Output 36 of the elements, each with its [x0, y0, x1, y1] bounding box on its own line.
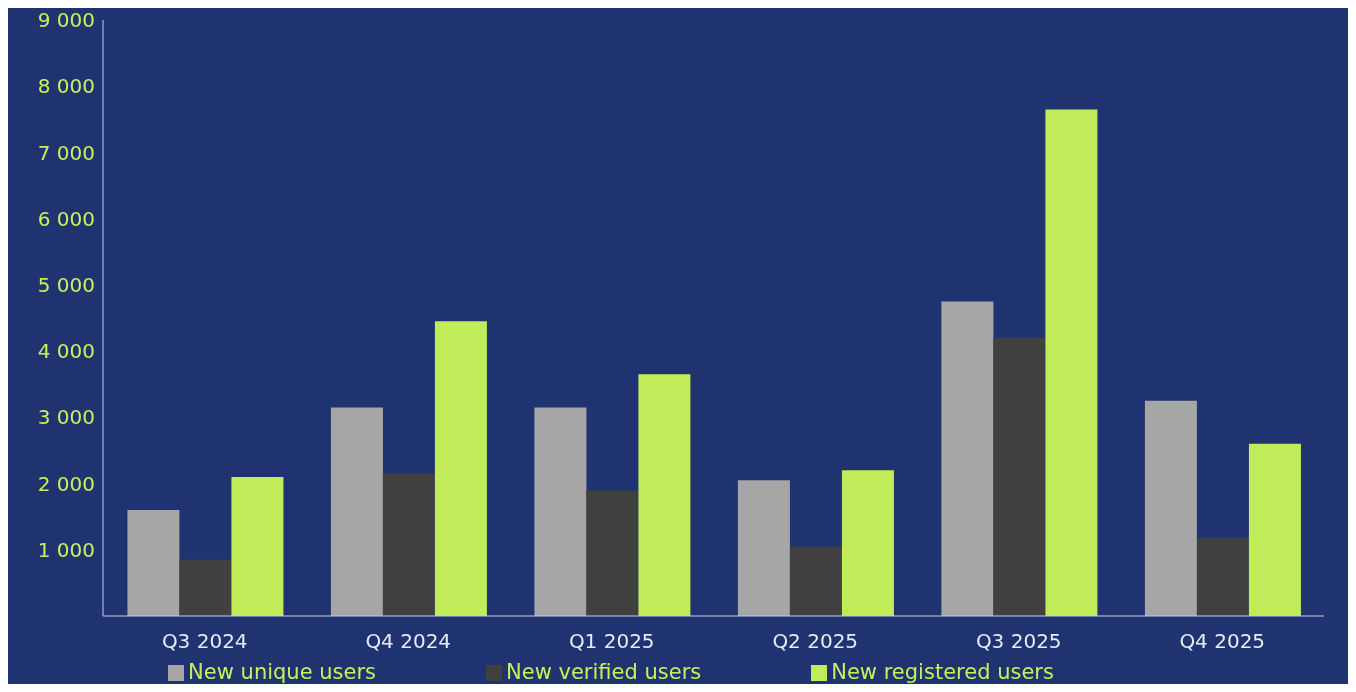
x-tick-label: Q3 2025 — [975, 629, 1062, 654]
y-tick-label: 4 000 — [37, 339, 95, 364]
bar — [1045, 109, 1098, 616]
y-tick-label: 9 000 — [37, 8, 95, 33]
y-tick-label: 2 000 — [37, 471, 95, 496]
bar — [382, 473, 435, 616]
x-tick-label: Q4 2025 — [1179, 629, 1266, 654]
bar — [737, 480, 790, 616]
bar — [1144, 400, 1197, 616]
y-tick-label: 3 000 — [37, 405, 95, 430]
bar — [993, 337, 1046, 616]
x-tick-label: Q1 2025 — [568, 629, 655, 654]
bar — [1196, 537, 1249, 616]
legend-label: New unique users — [188, 660, 377, 684]
y-tick-label: 6 000 — [37, 206, 95, 231]
x-tick-label: Q4 2024 — [365, 629, 452, 654]
bar — [231, 476, 284, 616]
legend-label: New registered users — [831, 660, 1054, 684]
y-tick-label: 7 000 — [37, 140, 95, 165]
bar — [434, 321, 487, 616]
bar — [789, 546, 842, 616]
bar — [534, 407, 587, 616]
bar — [330, 407, 383, 616]
bar — [127, 510, 180, 616]
bar — [841, 470, 894, 616]
x-tick-label: Q2 2025 — [772, 629, 859, 654]
bar — [941, 301, 994, 616]
y-tick-label: 8 000 — [37, 74, 95, 99]
x-tick-label: Q3 2024 — [161, 629, 248, 654]
bar — [179, 559, 232, 616]
bar — [586, 490, 639, 616]
bar — [1248, 443, 1301, 616]
bar — [638, 374, 691, 616]
legend-label: New verified users — [506, 660, 702, 684]
y-tick-label: 5 000 — [37, 272, 95, 297]
y-tick-label: 1 000 — [37, 537, 95, 562]
